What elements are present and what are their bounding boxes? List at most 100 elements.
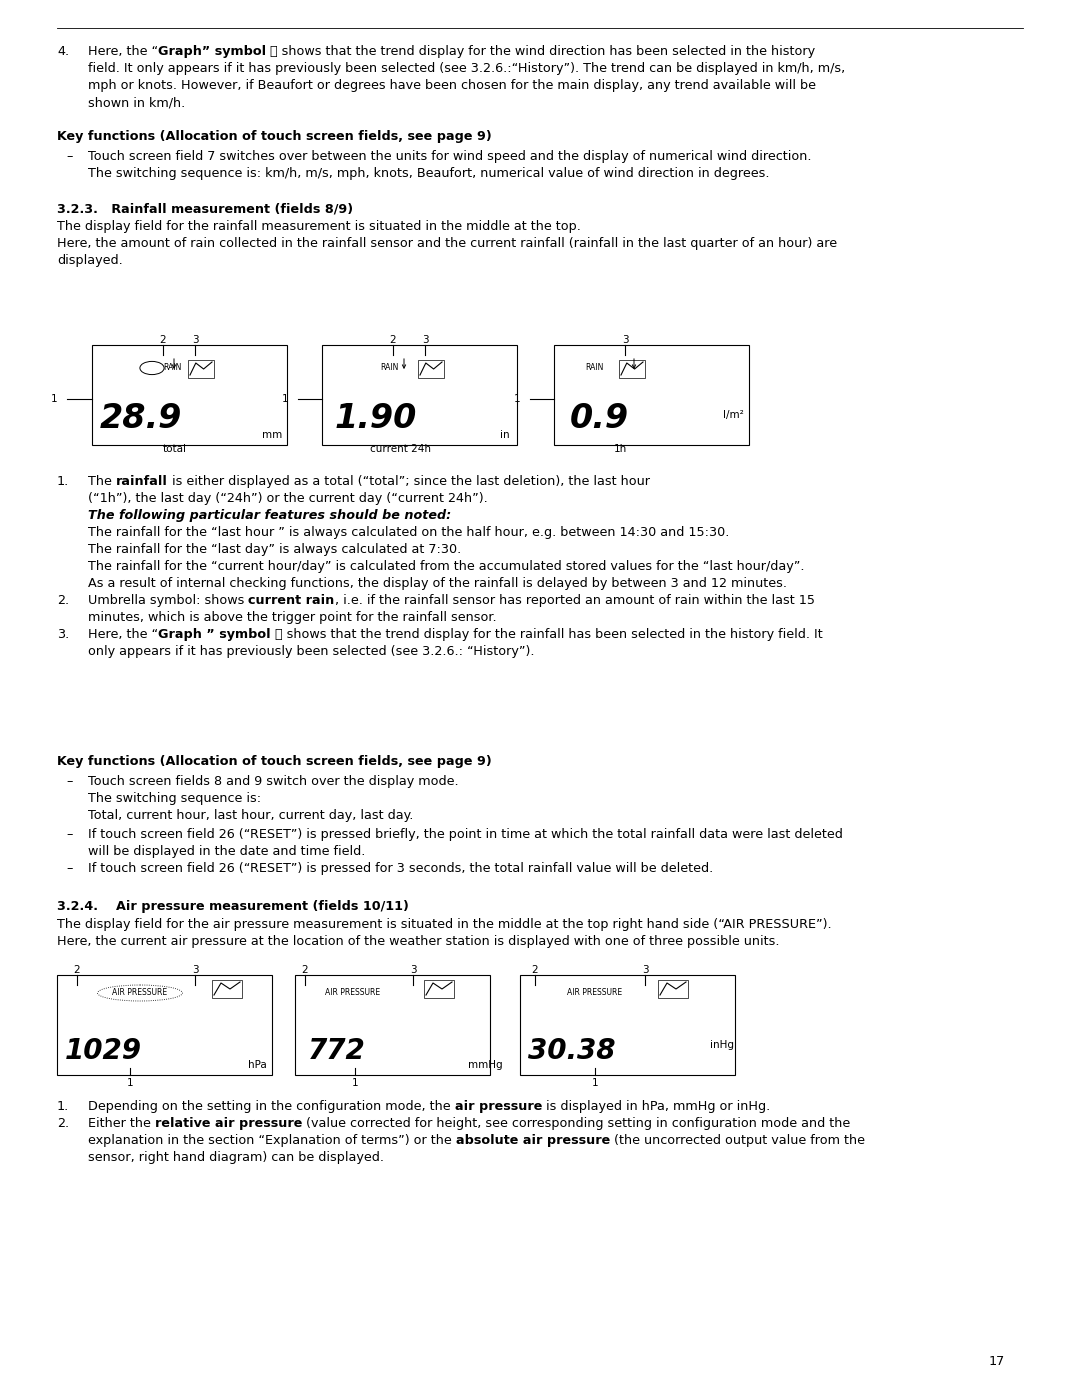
Text: shown in km/h.: shown in km/h.: [87, 96, 186, 109]
Text: AIR PRESSURE: AIR PRESSURE: [567, 988, 622, 997]
Text: mph or knots. However, if Beaufort or degrees have been chosen for the main disp: mph or knots. However, if Beaufort or de…: [87, 80, 816, 92]
Text: –: –: [66, 149, 72, 163]
Text: 3: 3: [191, 965, 199, 975]
Text: only appears if it has previously been selected (see 3.2.6.: “History”).: only appears if it has previously been s…: [87, 645, 535, 658]
Text: ⒧ shows that the trend display for the rainfall has been selected in the history: ⒧ shows that the trend display for the r…: [271, 629, 823, 641]
Text: The switching sequence is: km/h, m/s, mph, knots, Beaufort, numerical value of w: The switching sequence is: km/h, m/s, mp…: [87, 168, 769, 180]
Text: 1.90: 1.90: [335, 402, 417, 434]
Text: The display field for the rainfall measurement is situated in the middle at the : The display field for the rainfall measu…: [57, 219, 581, 233]
Text: 17: 17: [989, 1355, 1005, 1368]
Text: explanation in the section “Explanation of terms”) or the: explanation in the section “Explanation …: [87, 1134, 456, 1147]
Text: rainfall: rainfall: [116, 475, 167, 488]
Text: 2: 2: [531, 965, 538, 975]
Ellipse shape: [140, 362, 164, 374]
Text: current 24h: current 24h: [369, 444, 431, 454]
Text: 1: 1: [592, 1078, 598, 1088]
Text: inHg: inHg: [710, 1039, 734, 1051]
Text: 3.2.4.    Air pressure measurement (fields 10/11): 3.2.4. Air pressure measurement (fields …: [57, 900, 409, 914]
Bar: [619, 360, 645, 379]
Text: The switching sequence is:: The switching sequence is:: [87, 792, 261, 805]
Text: Umbrella symbol: shows: Umbrella symbol: shows: [87, 594, 248, 608]
Text: Total, current hour, last hour, current day, last day.: Total, current hour, last hour, current …: [87, 809, 414, 821]
Bar: [188, 360, 214, 379]
Text: 2: 2: [301, 965, 308, 975]
Text: 4.: 4.: [57, 45, 69, 59]
Text: is either displayed as a total (“total”; since the last deletion), the last hour: is either displayed as a total (“total”;…: [167, 475, 650, 488]
Text: field. It only appears if it has previously been selected (see 3.2.6.:“History”): field. It only appears if it has previou…: [87, 61, 846, 75]
Text: The rainfall for the “current hour/day” is calculated from the accumulated store: The rainfall for the “current hour/day” …: [87, 560, 805, 573]
Text: AIR PRESSURE: AIR PRESSURE: [112, 988, 167, 997]
Text: Touch screen fields 8 and 9 switch over the display mode.: Touch screen fields 8 and 9 switch over …: [87, 775, 459, 788]
Text: Depending on the setting in the configuration mode, the: Depending on the setting in the configur…: [87, 1099, 455, 1113]
Text: RAIN: RAIN: [163, 363, 181, 373]
Bar: [322, 345, 517, 446]
Text: Graph” symbol: Graph” symbol: [158, 45, 267, 59]
Text: 2: 2: [390, 335, 396, 345]
Text: total: total: [163, 444, 187, 454]
Text: The: The: [87, 475, 116, 488]
Text: The rainfall for the “last day” is always calculated at 7:30.: The rainfall for the “last day” is alway…: [87, 543, 461, 556]
Text: 1029: 1029: [65, 1037, 141, 1065]
Text: 2: 2: [73, 965, 80, 975]
Text: relative air pressure: relative air pressure: [154, 1118, 302, 1130]
Text: 2: 2: [160, 335, 166, 345]
Text: 1h: 1h: [613, 444, 626, 454]
Text: Here, the amount of rain collected in the rainfall sensor and the current rainfa: Here, the amount of rain collected in th…: [57, 237, 837, 250]
Text: 3.2.3.   Rainfall measurement (fields 8/9): 3.2.3. Rainfall measurement (fields 8/9): [57, 203, 353, 215]
Text: l/m²: l/m²: [723, 409, 744, 420]
Text: Key functions (Allocation of touch screen fields, see page 9): Key functions (Allocation of touch scree…: [57, 754, 491, 768]
Text: Key functions (Allocation of touch screen fields, see page 9): Key functions (Allocation of touch scree…: [57, 130, 491, 142]
Text: mmHg: mmHg: [468, 1060, 502, 1070]
Text: –: –: [66, 775, 72, 788]
Text: sensor, right hand diagram) can be displayed.: sensor, right hand diagram) can be displ…: [87, 1151, 384, 1164]
Bar: [57, 975, 272, 1076]
Text: in: in: [500, 430, 510, 440]
Text: 1: 1: [282, 394, 288, 404]
Text: Either the: Either the: [87, 1118, 154, 1130]
Text: If touch screen field 26 (“RESET”) is pressed briefly, the point in time at whic: If touch screen field 26 (“RESET”) is pr…: [87, 828, 842, 841]
Text: ⒧ shows that the trend display for the wind direction has been selected in the h: ⒧ shows that the trend display for the w…: [267, 45, 815, 59]
Bar: [418, 360, 444, 379]
Text: displayed.: displayed.: [57, 254, 123, 267]
Text: 28.9: 28.9: [100, 402, 183, 434]
Text: Here, the current air pressure at the location of the weather station is display: Here, the current air pressure at the lo…: [57, 935, 780, 949]
Bar: [424, 981, 454, 997]
Text: 2.: 2.: [57, 594, 69, 608]
Text: 3: 3: [642, 965, 648, 975]
Text: (“1h”), the last day (“24h”) or the current day (“current 24h”).: (“1h”), the last day (“24h”) or the curr…: [87, 492, 488, 504]
Text: minutes, which is above the trigger point for the rainfall sensor.: minutes, which is above the trigger poin…: [87, 610, 497, 624]
Text: If touch screen field 26 (“RESET”) is pressed for 3 seconds, the total rainfall : If touch screen field 26 (“RESET”) is pr…: [87, 862, 713, 875]
Text: mm: mm: [262, 430, 282, 440]
Text: 30.38: 30.38: [528, 1037, 616, 1065]
Bar: [554, 345, 750, 446]
Text: , i.e. if the rainfall sensor has reported an amount of rain within the last 15: , i.e. if the rainfall sensor has report…: [335, 594, 814, 608]
Text: current rain: current rain: [248, 594, 335, 608]
Text: absolute air pressure: absolute air pressure: [456, 1134, 610, 1147]
Text: 2.: 2.: [57, 1118, 69, 1130]
Text: (the uncorrected output value from the: (the uncorrected output value from the: [610, 1134, 865, 1147]
Text: Here, the “: Here, the “: [87, 629, 158, 641]
Text: 3: 3: [622, 335, 629, 345]
Text: 1: 1: [513, 394, 519, 404]
Text: 3: 3: [191, 335, 199, 345]
Text: Here, the “: Here, the “: [87, 45, 158, 59]
Text: 1: 1: [352, 1078, 359, 1088]
Bar: [92, 345, 287, 446]
Text: –: –: [66, 862, 72, 875]
Text: air pressure: air pressure: [455, 1099, 542, 1113]
Text: 772: 772: [308, 1037, 366, 1065]
Text: Graph ” symbol: Graph ” symbol: [158, 629, 271, 641]
Text: 1: 1: [51, 394, 57, 404]
Bar: [658, 981, 688, 997]
Bar: [519, 975, 735, 1076]
Text: 0.9: 0.9: [570, 402, 630, 434]
Text: As a result of internal checking functions, the display of the rainfall is delay: As a result of internal checking functio…: [87, 577, 787, 590]
Text: RAIN: RAIN: [380, 363, 399, 373]
Text: The display field for the air pressure measurement is situated in the middle at : The display field for the air pressure m…: [57, 918, 832, 930]
Text: 3.: 3.: [57, 629, 69, 641]
Text: will be displayed in the date and time field.: will be displayed in the date and time f…: [87, 845, 365, 858]
Text: RAIN: RAIN: [585, 363, 604, 373]
Text: 3: 3: [421, 335, 429, 345]
Text: 1.: 1.: [57, 1099, 69, 1113]
Bar: [295, 975, 490, 1076]
